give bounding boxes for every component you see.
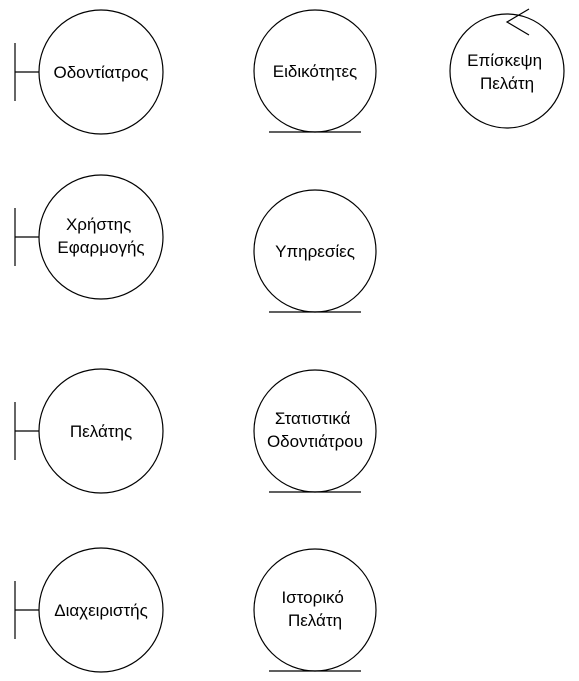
boundary-dentist[interactable]: Οδοντίατρος [14, 9, 164, 135]
boundary-customer[interactable]: Πελάτης [14, 368, 164, 494]
control-customer-visit-label: Επίσκεψη Πελάτη [467, 51, 547, 93]
entity-dentist-statistics-label: Στατιστικά Οδοντιάτρου [267, 409, 363, 451]
entity-specialties[interactable]: Ειδικότητες [253, 9, 377, 133]
entity-services[interactable]: Υπηρεσίες [253, 189, 377, 313]
boundary-customer-label: Πελάτης [70, 422, 132, 441]
boundary-administrator[interactable]: Διαχειριστής [14, 547, 164, 673]
boundary-dentist-label: Οδοντίατρος [54, 63, 149, 82]
boundary-administrator-label: Διαχειριστής [54, 601, 148, 620]
control-customer-visit[interactable]: Επίσκεψη Πελάτη [449, 8, 565, 129]
entity-customer-history[interactable]: Ιστορικό Πελάτη [253, 548, 377, 672]
entity-specialties-label: Ειδικότητες [273, 62, 358, 81]
boundary-app-user-label: Χρήστης Εφαρμογής [57, 215, 144, 257]
entity-dentist-statistics[interactable]: Στατιστικά Οδοντιάτρου [253, 369, 377, 493]
entity-services-label: Υπηρεσίες [275, 242, 355, 261]
entity-customer-history-label: Ιστορικό Πελάτη [281, 588, 348, 630]
boundary-app-user[interactable]: Χρήστης Εφαρμογής [14, 174, 164, 300]
control-arrow-icon [505, 8, 530, 36]
